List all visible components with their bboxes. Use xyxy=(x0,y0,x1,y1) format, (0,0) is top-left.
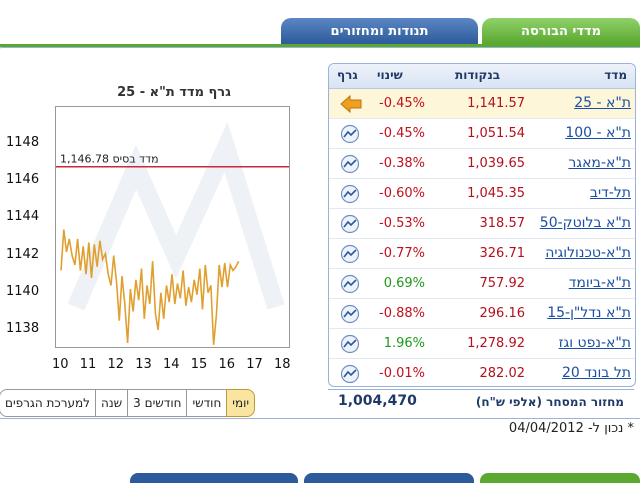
table-row[interactable]: ת"א - 100 1,051.54 -0.45% xyxy=(329,119,635,149)
content-frame xyxy=(0,47,640,419)
index-series-line xyxy=(60,229,240,345)
index-link[interactable]: ת"א - 100 xyxy=(565,125,631,141)
chart-icon[interactable] xyxy=(339,214,361,234)
y-tick-label: 1146 xyxy=(6,172,40,188)
chart-icon[interactable] xyxy=(339,244,361,264)
chart-icon[interactable] xyxy=(339,364,361,384)
tab-movements-volumes[interactable]: תנודות ומחזורים xyxy=(281,18,478,44)
table-row[interactable]: ת"א בלוטק-50 318.57 -0.53% xyxy=(329,209,635,239)
index-link[interactable]: ת"א-טכנולוגיה xyxy=(545,245,631,261)
index-points: 757.92 xyxy=(479,276,526,291)
bottom-tab-2[interactable] xyxy=(304,473,474,483)
index-points: 1,039.65 xyxy=(467,156,525,171)
index-change: -0.45% xyxy=(379,126,425,141)
x-tick-label: 12 xyxy=(107,357,125,372)
period-button[interactable]: למערכת הגרפים xyxy=(0,389,97,417)
index-points: 296.16 xyxy=(479,306,526,321)
index-change: 0.69% xyxy=(383,276,425,291)
y-tick-label: 1144 xyxy=(6,209,40,225)
table-row[interactable]: תל-דיב 1,045.35 -0.60% xyxy=(329,179,635,209)
tab-movements-volumes-label: תנודות ומחזורים xyxy=(330,23,429,39)
tab-divider xyxy=(0,44,640,47)
header-points: בנקודות xyxy=(455,68,501,82)
table-row[interactable]: ת"א נדל"ן-15 296.16 -0.88% xyxy=(329,299,635,329)
header-graph: גרף xyxy=(337,68,358,82)
tab-index-stocks[interactable]: מדדי הבורסה xyxy=(482,18,640,44)
index-link[interactable]: תל בונד 20 xyxy=(561,365,631,381)
index-link[interactable]: ת"א-נפט וגז xyxy=(558,335,631,351)
chart-icon[interactable] xyxy=(339,124,361,144)
index-change: -0.53% xyxy=(379,216,425,231)
indices-table: מדד בנקודות שינוי גרף ת"א - 25 1,141.57 -0… xyxy=(328,63,636,387)
x-tick-label: 11 xyxy=(79,357,97,372)
index-points: 1,051.54 xyxy=(467,126,525,141)
index-chart[interactable]: מדד בסיס 1,146.78 xyxy=(55,106,290,348)
x-tick-label: 17 xyxy=(246,357,263,372)
table-row[interactable]: ת"א - 25 1,141.57 -0.45% xyxy=(329,89,635,119)
base-reference-label: מדד בסיס 1,146.78 xyxy=(60,153,159,166)
index-link[interactable]: תל-דיב xyxy=(589,185,631,201)
chart-title: גרף מדד ת"א - 25 xyxy=(117,85,231,100)
chart-icon[interactable] xyxy=(339,184,361,204)
index-change: -0.38% xyxy=(379,156,425,171)
period-button[interactable]: שנה xyxy=(95,389,129,417)
chart-icon[interactable] xyxy=(339,274,361,294)
header-change: שינוי xyxy=(377,68,403,82)
index-link[interactable]: ת"א נדל"ן-15 xyxy=(547,305,631,321)
x-tick-label: 10 xyxy=(52,357,69,372)
y-tick-label: 1140 xyxy=(6,283,40,299)
y-tick-label: 1148 xyxy=(6,135,40,150)
period-selector: יומי חודשי 3 חודשים שנה למערכת הגרפים xyxy=(0,389,256,417)
index-change: -0.45% xyxy=(379,96,425,111)
index-points: 1,045.35 xyxy=(467,186,525,201)
watermark-logo xyxy=(67,121,285,311)
bottom-tab-1[interactable] xyxy=(130,473,298,483)
chart-icon[interactable] xyxy=(339,334,361,354)
x-tick-label: 13 xyxy=(135,357,152,372)
x-tick-label: 16 xyxy=(218,357,236,372)
turnover-row: מחזור המסחר (אלפי ש"ח) 1,004,470 xyxy=(328,389,634,416)
as-of-date: * נכון ל- 04/04/2012 xyxy=(508,421,634,436)
y-tick-label: 1138 xyxy=(6,321,40,336)
index-link[interactable]: ת"א - 25 xyxy=(574,95,631,111)
index-points: 1,141.57 xyxy=(467,96,525,111)
table-row[interactable]: ת"א-מאגר 1,039.65 -0.38% xyxy=(329,149,635,179)
period-button[interactable]: חודשי xyxy=(186,389,228,417)
x-tick-label: 15 xyxy=(190,357,208,372)
index-change: -0.77% xyxy=(379,246,425,261)
index-change: -0.01% xyxy=(379,366,425,381)
bottom-tab-3[interactable] xyxy=(480,473,640,483)
index-link[interactable]: ת"א-ביומד xyxy=(568,275,631,291)
table-row[interactable]: ת"א-ביומד 757.92 0.69% xyxy=(329,269,635,299)
arrow-left-icon[interactable] xyxy=(339,94,362,114)
table-row[interactable]: תל בונד 20 282.02 -0.01% xyxy=(329,359,635,386)
table-header: מדד בנקודות שינוי גרף xyxy=(329,64,635,89)
index-points: 282.02 xyxy=(479,366,526,381)
index-points: 326.71 xyxy=(479,246,526,261)
index-points: 318.57 xyxy=(479,216,526,231)
x-tick-label: 18 xyxy=(274,357,291,372)
index-points: 1,278.92 xyxy=(467,336,525,351)
chart-icon[interactable] xyxy=(339,154,361,174)
period-button[interactable]: יומי xyxy=(226,389,256,417)
table-row[interactable]: ת"א-טכנולוגיה 326.71 -0.77% xyxy=(329,239,635,269)
header-name: מדד xyxy=(604,68,627,82)
y-tick-label: 1142 xyxy=(6,246,40,262)
chart-icon[interactable] xyxy=(339,304,361,324)
turnover-value: 1,004,470 xyxy=(338,393,417,409)
chart-canvas: מדד בסיס 1,146.78 xyxy=(56,121,289,345)
turnover-label: מחזור המסחר (אלפי ש"ח) xyxy=(475,395,624,409)
index-change: 1.96% xyxy=(383,336,425,351)
index-link[interactable]: ת"א בלוטק-50 xyxy=(539,215,631,231)
index-change: -0.88% xyxy=(379,306,425,321)
index-link[interactable]: ת"א-מאגר xyxy=(568,155,631,171)
index-change: -0.60% xyxy=(379,186,425,201)
period-button[interactable]: 3 חודשים xyxy=(127,389,188,417)
x-tick-label: 14 xyxy=(163,357,180,372)
tab-index-stocks-label: מדדי הבורסה xyxy=(521,23,601,39)
table-row[interactable]: ת"א-נפט וגז 1,278.92 1.96% xyxy=(329,329,635,359)
